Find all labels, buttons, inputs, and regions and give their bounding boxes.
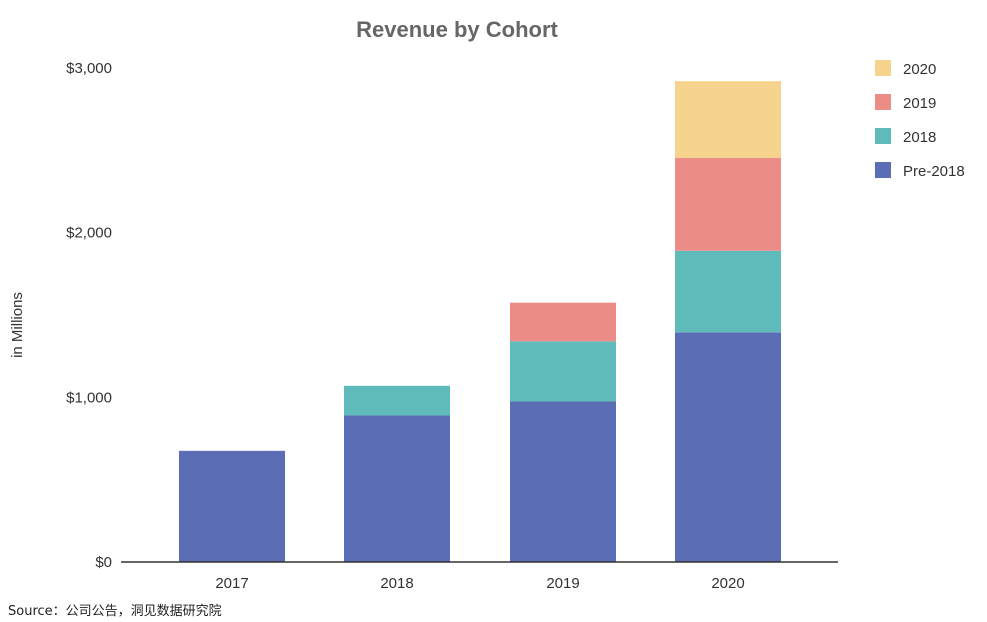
legend-swatch [875,60,891,76]
x-tick-label: 2018 [380,575,413,592]
bar-group [179,81,781,562]
x-tick-label: 2019 [546,575,579,592]
x-axis-ticks: 2017 2018 2019 2020 [215,575,744,592]
y-tick-label: $0 [95,554,112,571]
legend: 2020 2019 2018 Pre-2018 [875,60,965,180]
legend-label: 2020 [903,61,936,78]
bar-segment [675,250,781,333]
bar-segment [675,81,781,158]
x-tick-label: 2020 [711,575,744,592]
x-tick-label: 2017 [215,575,248,592]
y-axis-ticks: $0 $1,000 $2,000 $3,000 [66,60,112,571]
y-axis-label: in Millions [9,292,26,358]
legend-swatch [875,162,891,178]
bar-segment [675,332,781,562]
legend-swatch [875,128,891,144]
source-note: Source：公司公告，洞见数据研究院 [8,604,222,619]
y-tick-label: $1,000 [66,389,112,406]
bar-segment [179,450,285,562]
legend-label: 2018 [903,129,936,146]
bar-segment [510,302,616,342]
chart-title: Revenue by Cohort [356,17,558,42]
bar-segment [344,415,450,562]
legend-swatch [875,94,891,110]
y-tick-label: $3,000 [66,60,112,77]
y-tick-label: $2,000 [66,225,112,242]
legend-label: Pre-2018 [903,163,965,180]
legend-label: 2019 [903,95,936,112]
bar-segment [510,341,616,402]
bar-segment [675,157,781,251]
bar-segment [510,401,616,562]
bar-segment [344,385,450,416]
